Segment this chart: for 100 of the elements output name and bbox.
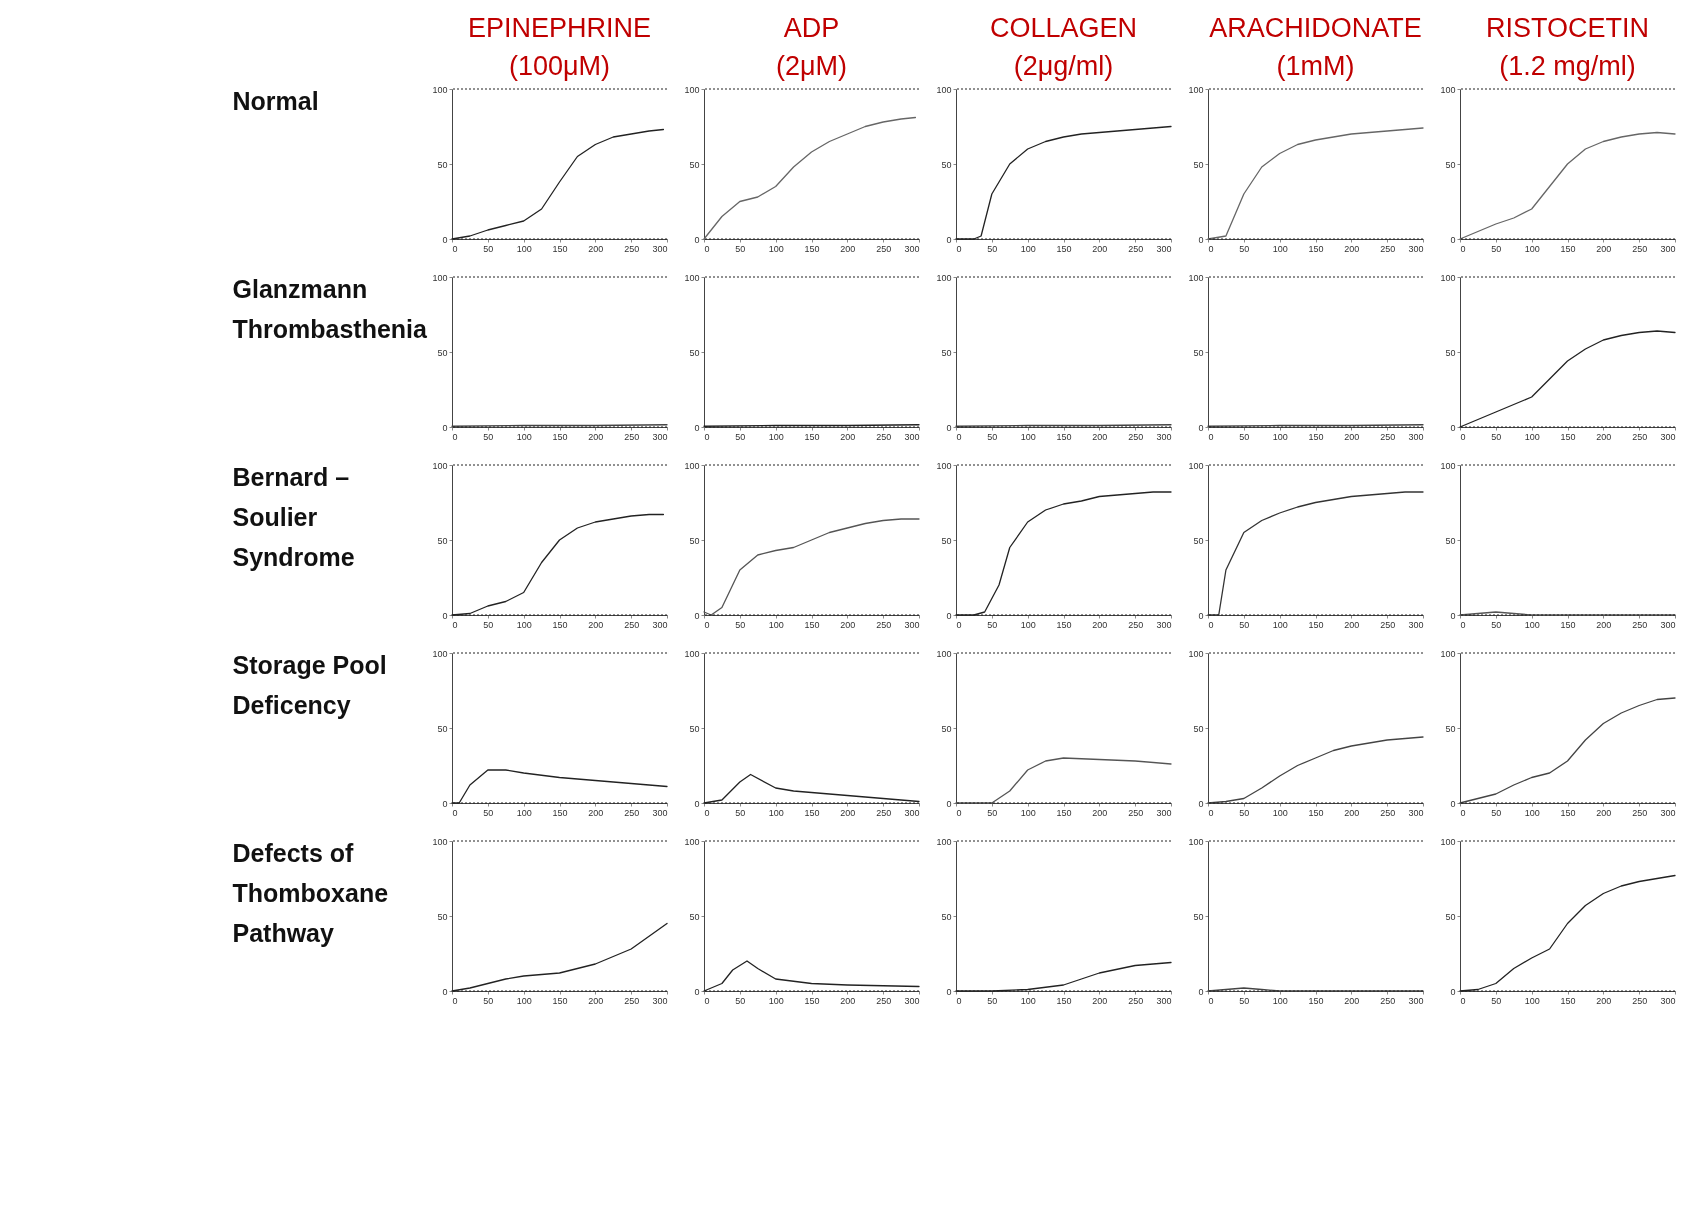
y-tick-label: 100 [1440,84,1456,95]
y-tick-label: 0 [694,610,700,621]
x-tick-label: 200 [1344,431,1360,442]
x-tick-label: 250 [1380,619,1396,630]
y-tick-label: 100 [936,460,952,471]
x-tick-label: 250 [1632,243,1648,254]
x-tick-label: 300 [1660,431,1676,442]
y-tick-label: 0 [1450,610,1456,621]
x-tick-label: 100 [516,431,532,442]
x-tick-label: 0 [704,431,710,442]
x-tick-label: 100 [768,619,784,630]
x-tick-label: 100 [1524,995,1540,1006]
x-tick-label: 200 [588,995,604,1006]
x-tick-label: 250 [876,995,892,1006]
y-tick-label: 100 [1440,836,1456,847]
x-tick-label: 100 [1272,431,1288,442]
x-tick-label: 100 [1020,995,1036,1006]
y-tick-label: 50 [941,535,952,546]
x-tick-label: 250 [624,619,640,630]
y-tick-label: 100 [684,648,700,659]
x-tick-label: 0 [1208,243,1214,254]
x-tick-label: 150 [804,431,820,442]
x-tick-label: 100 [1524,243,1540,254]
x-tick-label: 0 [1208,995,1214,1006]
y-tick-label: 0 [1450,234,1456,245]
y-tick-label: 0 [694,234,700,245]
x-tick-label: 150 [1056,807,1072,818]
x-tick-label: 300 [1156,431,1172,442]
x-tick-label: 200 [1596,243,1612,254]
y-tick-label: 100 [684,460,700,471]
y-tick-label: 100 [1440,272,1456,283]
x-tick-label: 0 [704,243,710,254]
x-tick-label: 0 [452,619,458,630]
x-tick-label: 50 [1491,995,1502,1006]
y-tick-label: 50 [1445,159,1456,170]
x-tick-label: 300 [904,431,920,442]
y-tick-label: 50 [437,911,448,922]
x-tick-label: 0 [956,807,962,818]
x-tick-label: 100 [516,995,532,1006]
x-tick-label: 200 [840,243,856,254]
y-axis-title: Defects of Thomboxane Pathway [232,838,389,947]
x-tick-label: 0 [956,619,962,630]
x-tick-label: 250 [1380,807,1396,818]
x-tick-label: 300 [1660,995,1676,1006]
x-tick-label: 150 [1560,619,1576,630]
x-tick-label: 50 [987,619,998,630]
x-tick-label: 150 [1308,431,1324,442]
x-tick-label: 50 [483,619,494,630]
x-tick-label: 50 [483,243,494,254]
x-tick-label: 300 [1408,243,1424,254]
x-tick-label: 0 [704,619,710,630]
x-tick-label: 100 [516,243,532,254]
y-tick-label: 0 [1198,798,1204,809]
y-tick-label: 100 [432,836,448,847]
y-tick-label: 50 [689,535,700,546]
x-tick-label: 250 [624,807,640,818]
x-tick-label: 250 [1380,431,1396,442]
x-tick-label: 250 [1128,807,1144,818]
y-tick-label: 50 [437,159,448,170]
x-tick-label: 150 [1308,619,1324,630]
x-tick-label: 300 [1408,619,1424,630]
y-tick-label: 50 [941,911,952,922]
y-tick-label: 100 [936,272,952,283]
x-tick-label: 150 [804,807,820,818]
y-axis-title: Storage Pool Deficency [232,650,387,719]
y-tick-label: 100 [684,836,700,847]
x-tick-label: 0 [1460,995,1466,1006]
x-tick-label: 250 [1632,995,1648,1006]
y-tick-label: 0 [1198,610,1204,621]
x-tick-label: 200 [1596,807,1612,818]
y-tick-label: 100 [1188,84,1204,95]
y-tick-label: 100 [1188,836,1204,847]
x-tick-label: 100 [1272,995,1288,1006]
x-tick-label: 150 [552,807,568,818]
y-tick-label: 0 [694,422,700,433]
x-tick-label: 100 [1020,431,1036,442]
x-tick-label: 0 [452,243,458,254]
x-tick-label: 300 [652,431,668,442]
x-tick-label: 0 [1460,807,1466,818]
x-tick-label: 100 [516,619,532,630]
y-tick-label: 100 [1440,648,1456,659]
x-tick-label: 250 [1128,431,1144,442]
x-tick-label: 200 [588,619,604,630]
x-tick-label: 300 [1408,995,1424,1006]
y-tick-label: 0 [1198,422,1204,433]
x-tick-label: 50 [1491,243,1502,254]
x-tick-label: 200 [1092,807,1108,818]
y-tick-label: 50 [1193,911,1204,922]
y-tick-label: 0 [1198,986,1204,997]
y-tick-label: 50 [689,347,700,358]
y-tick-label: 100 [684,84,700,95]
x-tick-label: 50 [483,431,494,442]
x-tick-label: 250 [1128,619,1144,630]
x-tick-label: 100 [1524,431,1540,442]
x-tick-label: 300 [652,807,668,818]
x-tick-label: 300 [652,243,668,254]
y-tick-label: 0 [1450,986,1456,997]
chart-title: ADP (2μM) [775,13,848,81]
y-tick-label: 50 [941,723,952,734]
y-tick-label: 50 [1193,535,1204,546]
